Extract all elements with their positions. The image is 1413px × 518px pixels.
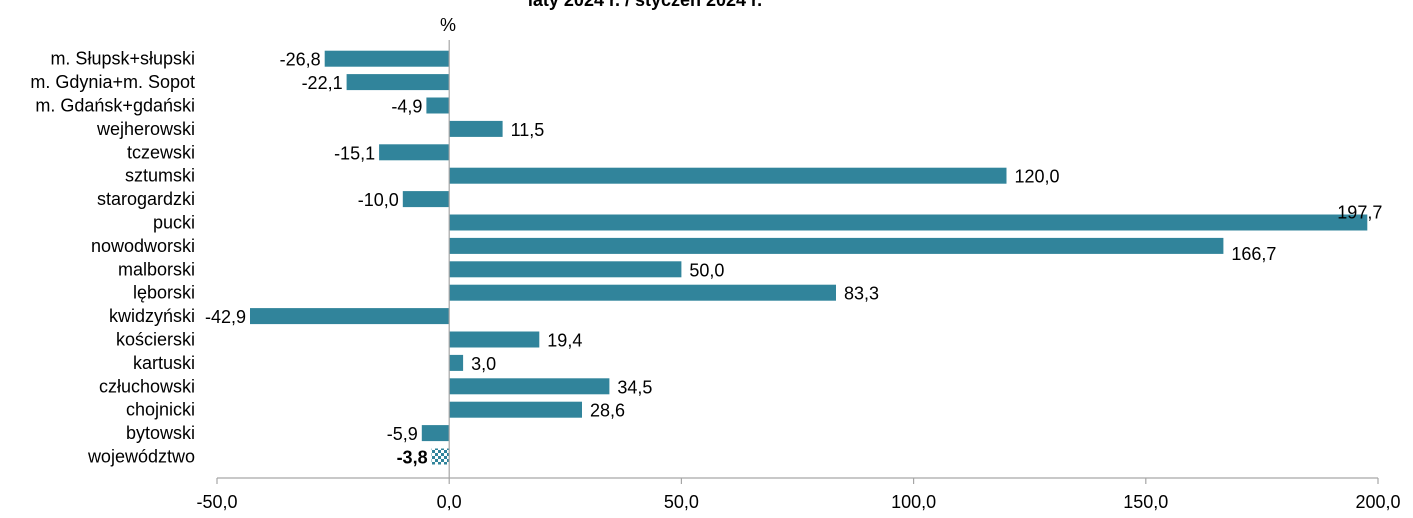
value-label-12: 19,4 — [547, 331, 582, 351]
x-tick-label-2: 50,0 — [664, 492, 699, 512]
category-label-7: pucki — [153, 213, 195, 233]
bar-15 — [449, 401, 582, 418]
bar-10 — [449, 284, 836, 301]
value-label-7: 197,7 — [1337, 203, 1382, 223]
category-label-16: bytowski — [126, 423, 195, 443]
x-tick-label-5: 200,0 — [1355, 492, 1400, 512]
category-label-9: malborski — [118, 259, 195, 279]
bar-8 — [449, 237, 1224, 254]
value-label-10: 83,3 — [844, 284, 879, 304]
value-label-9: 50,0 — [689, 260, 724, 280]
value-label-6: -10,0 — [358, 190, 399, 210]
value-label-13: 3,0 — [471, 354, 496, 374]
bar-2 — [426, 97, 450, 114]
x-tick-label-0: -50,0 — [196, 492, 237, 512]
bars-group — [250, 50, 1368, 465]
category-label-8: nowodworski — [91, 236, 195, 256]
category-label-4: tczewski — [127, 142, 195, 162]
value-label-2: -4,9 — [391, 97, 422, 117]
category-label-2: m. Gdańsk+gdański — [35, 96, 195, 116]
bar-5 — [449, 167, 1007, 184]
x-tick-label-4: 150,0 — [1123, 492, 1168, 512]
value-label-17: -3,8 — [397, 448, 428, 468]
x-tick-label-1: 0,0 — [437, 492, 462, 512]
bar-4 — [379, 144, 450, 161]
category-label-1: m. Gdynia+m. Sopot — [30, 72, 195, 92]
category-label-10: lęborski — [133, 283, 195, 303]
bar-11 — [250, 308, 450, 325]
unit-label: % — [440, 15, 456, 35]
category-label-3: wejherowski — [96, 119, 195, 139]
value-label-14: 34,5 — [617, 377, 652, 397]
value-label-3: 11,5 — [511, 120, 545, 140]
bar-16 — [421, 425, 450, 442]
category-label-6: starogardzki — [97, 189, 195, 209]
category-label-0: m. Słupsk+słupski — [50, 49, 195, 69]
category-label-13: kartuski — [133, 353, 195, 373]
value-label-1: -22,1 — [302, 73, 343, 93]
bar-3 — [449, 120, 503, 137]
category-label-17: województwo — [87, 447, 195, 467]
category-label-11: kwidzyński — [109, 306, 195, 326]
bar-7 — [449, 214, 1368, 231]
bar-6 — [402, 191, 450, 208]
category-label-14: człuchowski — [99, 376, 195, 396]
value-label-11: -42,9 — [205, 307, 246, 327]
bar-12 — [449, 331, 540, 348]
value-label-4: -15,1 — [334, 143, 375, 163]
value-label-5: 120,0 — [1015, 167, 1060, 187]
bar-14 — [449, 378, 610, 395]
x-tick-label-3: 100,0 — [891, 492, 936, 512]
value-label-16: -5,9 — [387, 424, 418, 444]
chart-title: laty 2024 r. / styczeń 2024 r. — [528, 0, 762, 10]
category-label-12: kościerski — [116, 330, 195, 350]
value-label-15: 28,6 — [590, 401, 625, 421]
category-label-5: sztumski — [125, 166, 195, 186]
bar-1 — [346, 74, 450, 91]
axes-group: m. Słupsk+słupski -26,8 m. Gdynia+m. Sopot… — [30, 40, 1401, 512]
bar-17 — [431, 448, 450, 465]
value-label-0: -26,8 — [280, 50, 321, 70]
bar-9 — [449, 261, 682, 278]
bar-13 — [449, 354, 464, 371]
bar-0 — [324, 50, 450, 67]
value-label-8: 166,7 — [1231, 244, 1276, 264]
category-label-15: chojnicki — [126, 400, 195, 420]
